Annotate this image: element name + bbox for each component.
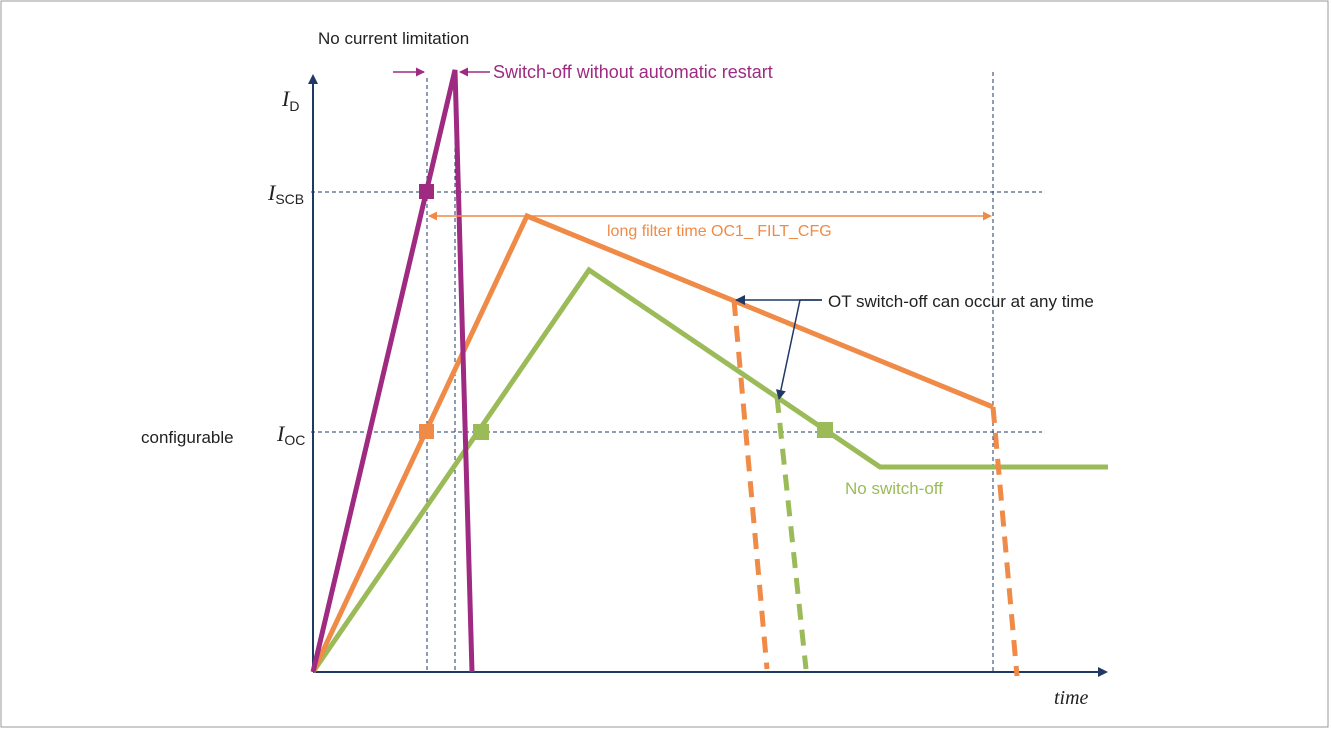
- no-current-limitation-label: No current limitation: [318, 29, 469, 48]
- axes: [308, 74, 1108, 677]
- markers: [419, 184, 833, 440]
- orange-marker-ioc: [419, 424, 434, 439]
- purple-marker-iscb: [419, 184, 434, 199]
- ot-arrow-diagonal: [775, 299, 822, 400]
- green-marker-ioc-left: [473, 424, 489, 440]
- purple-curve: [310, 69, 475, 673]
- configurable-label: configurable: [141, 428, 234, 447]
- green-curve: [310, 266, 1108, 674]
- orange-curve: [310, 212, 1020, 677]
- ot-callout-arrows: [735, 295, 822, 400]
- green-main-line: [310, 266, 1108, 674]
- no-switch-off-label: No switch-off: [845, 479, 943, 498]
- ioc-level-label: IOC: [276, 421, 305, 448]
- orange-main-line: [310, 212, 994, 674]
- orange-dashed-switchoff-1: [731, 299, 770, 670]
- reference-lines: [311, 72, 1042, 672]
- green-marker-ioc-right: [817, 422, 833, 438]
- x-axis-label: time: [1054, 687, 1089, 709]
- switch-off-without-restart-label: Switch-off without automatic restart: [493, 62, 773, 82]
- green-dashed-switchoff: [774, 396, 809, 670]
- y-axis-label: ID: [281, 86, 299, 114]
- iscb-level-label: ISCB: [267, 180, 304, 207]
- ot-switch-off-label: OT switch-off can occur at any time: [828, 292, 1094, 311]
- long-filter-time-label: long filter time OC1_ FILT_CFG: [607, 223, 832, 240]
- purple-main-line: [310, 69, 475, 673]
- orange-dashed-switchoff-2: [990, 406, 1020, 677]
